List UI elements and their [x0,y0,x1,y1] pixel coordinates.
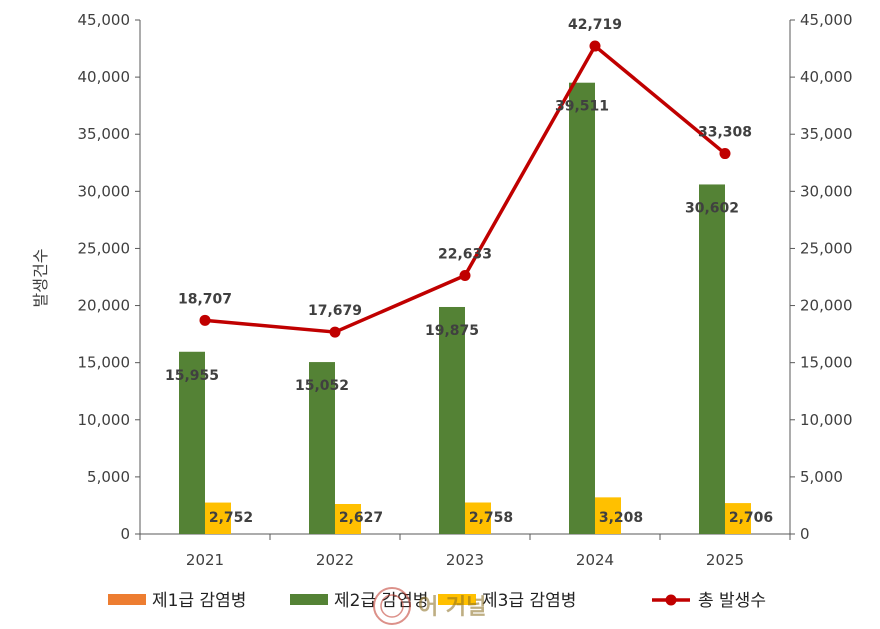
watermark: 어 거널 [373,587,486,625]
data-label-series3: 2,627 [339,510,383,526]
y-axis-left-ticks: 0 5,000 10,000 15,000 20,000 25,000 30,000 35,0… [78,11,140,543]
y-tick-label-right: 35,000 [800,125,853,143]
y-tick-label-left: 10,000 [78,411,131,429]
data-label-series3: 2,706 [729,510,773,526]
line-total-point [719,148,731,160]
y-tick-label-left: 35,000 [78,125,131,143]
legend-label: 제2급 감염병 [334,591,428,611]
y-tick-label-right: 45,000 [800,11,853,29]
bar-series3 [465,502,491,534]
x-tick-label: 2023 [446,551,484,569]
legend: 제1급 감염병 제2급 감염병 제3급 감염병 총 발생수 [108,591,766,611]
y-tick-label-left: 0 [120,525,130,543]
x-tick-label: 2025 [706,551,744,569]
total-line [199,40,731,338]
y-tick-label-right: 25,000 [800,239,853,257]
y-tick-label-right: 20,000 [800,297,853,315]
x-tick-label: 2024 [576,551,614,569]
y-tick-label-left: 25,000 [78,239,131,257]
bar-series3 [335,503,361,534]
bar-series3 [725,503,751,534]
legend-label: 제3급 감염병 [482,591,576,611]
y-tick-label-left: 30,000 [78,182,131,200]
bar-series2 [569,82,595,534]
data-label-total: 18,707 [178,291,232,307]
x-tick-label: 2022 [316,551,354,569]
data-label-series2: 15,052 [295,378,349,394]
bars [179,82,751,534]
bar-series2 [439,306,465,534]
y-axis-label: 발생건수 [31,249,50,308]
y-tick-label-right: 0 [800,525,810,543]
y-tick-label-left: 5,000 [87,468,130,486]
bar-series2 [179,351,205,534]
data-label-series3: 2,758 [469,510,513,526]
legend-label: 제1급 감염병 [152,591,246,611]
data-label-series2: 30,602 [685,200,739,216]
line-total-path [204,44,727,334]
y-tick-label-right: 10,000 [800,411,853,429]
legend-marker-total [665,594,677,606]
y-tick-label-left: 20,000 [78,297,131,315]
data-label-series2: 15,955 [165,368,219,384]
data-label-total: 22,633 [438,246,492,262]
line-total-point [199,314,211,326]
bar-series2 [309,362,335,534]
y-tick-label-left: 45,000 [78,11,131,29]
data-label-series3: 2,752 [209,510,253,526]
x-axis-ticks: 2021 2022 2023 2024 2025 [139,534,791,569]
bar-series3 [595,497,621,534]
line-total-point [329,326,341,338]
watermark-seal-inner [380,594,404,618]
legend-swatch-1 [108,594,146,605]
y-tick-label-left: 40,000 [78,68,131,86]
line-total-point [589,40,601,52]
watermark-seal-icon [373,587,411,625]
line-total-point [459,269,471,281]
data-label-series3: 3,208 [599,510,643,526]
x-tick-label: 2021 [186,551,224,569]
data-label-total: 17,679 [308,303,362,319]
legend-swatch-3 [438,594,476,605]
watermark-text: 어 거널 [418,595,486,620]
data-label-series2: 19,875 [425,323,479,339]
y-axis-right-ticks: 0 5,000 10,000 15,000 20,000 25,000 30,000 35,0… [790,11,853,543]
y-tick-label-left: 15,000 [78,354,131,372]
legend-swatch-2 [290,594,328,605]
bar-series3 [205,502,231,534]
y-tick-label-right: 30,000 [800,182,853,200]
data-label-total: 33,308 [698,125,752,141]
data-labels: 15,955 2,752 18,707 15,052 2,627 17,679 19,875… [165,17,773,526]
legend-label: 총 발생수 [698,591,766,611]
y-tick-label-right: 5,000 [800,468,843,486]
data-label-total: 42,719 [568,17,622,33]
data-label-series2: 39,511 [555,99,609,115]
bar-series2 [699,184,725,534]
y-tick-label-right: 15,000 [800,354,853,372]
y-tick-label-right: 40,000 [800,68,853,86]
